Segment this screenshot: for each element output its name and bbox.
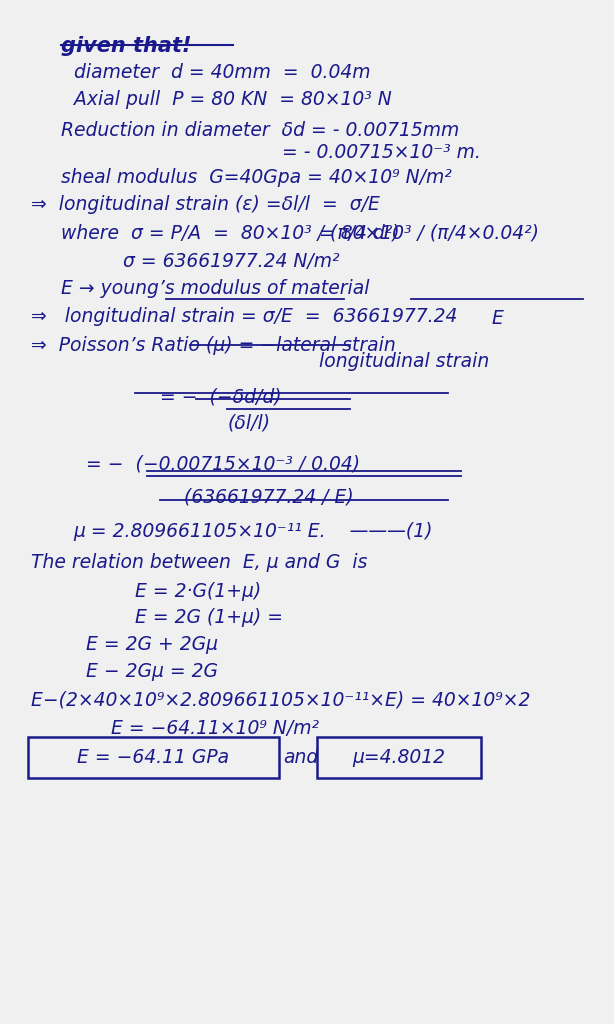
Text: μ=4.8012: μ=4.8012: [352, 749, 446, 767]
Text: where  σ = P/A  =  80×10³ / (π/4 d²): where σ = P/A = 80×10³ / (π/4 d²): [61, 223, 400, 243]
Text: and: and: [283, 749, 319, 767]
Text: ⇒   longitudinal strain = σ/E  =  63661977.24: ⇒ longitudinal strain = σ/E = 63661977.2…: [31, 307, 457, 327]
Text: The relation between  E, μ and G  is: The relation between E, μ and G is: [31, 553, 367, 572]
Text: E = 2G + 2Gμ: E = 2G + 2Gμ: [86, 635, 218, 654]
Text: E = 2G (1+μ) =: E = 2G (1+μ) =: [135, 608, 283, 628]
Text: E = 2·G(1+μ): E = 2·G(1+μ): [135, 582, 262, 601]
Text: diameter  d = 40mm  =  0.04m: diameter d = 40mm = 0.04m: [74, 63, 370, 83]
Text: given that!: given that!: [61, 36, 192, 56]
Text: Reduction in diameter  δd = - 0.00715mm: Reduction in diameter δd = - 0.00715mm: [61, 121, 460, 140]
Text: E → young’s modulus of material: E → young’s modulus of material: [61, 279, 370, 298]
Text: sheal modulus  G=40Gpa = 40×10⁹ N/m²: sheal modulus G=40Gpa = 40×10⁹ N/m²: [61, 168, 452, 187]
Text: (63661977.24 / E): (63661977.24 / E): [184, 487, 354, 507]
Text: = −  (−δd/d): = − (−δd/d): [160, 387, 281, 407]
Text: σ = 63661977.24 N/m²: σ = 63661977.24 N/m²: [123, 252, 340, 271]
Text: = - 0.00715×10⁻³ m.: = - 0.00715×10⁻³ m.: [282, 143, 481, 163]
Text: E = −64.11 GPa: E = −64.11 GPa: [77, 749, 230, 767]
Text: E: E: [491, 309, 503, 329]
Text: ⇒  Poisson’s Ratio (μ) = −lateral strain: ⇒ Poisson’s Ratio (μ) = −lateral strain: [31, 336, 395, 355]
Text: E − 2Gμ = 2G: E − 2Gμ = 2G: [86, 662, 218, 681]
Text: = 80×10³ / (π/4×0.04²): = 80×10³ / (π/4×0.04²): [319, 223, 539, 243]
Text: longitudinal strain: longitudinal strain: [319, 352, 489, 372]
Text: = −  (−0.00715×10⁻³ / 0.04): = − (−0.00715×10⁻³ / 0.04): [86, 455, 360, 474]
Text: Axial pull  P = 80 KN  = 80×10³ N: Axial pull P = 80 KN = 80×10³ N: [74, 90, 392, 110]
Text: ⇒  longitudinal strain (ε) =δl/l  =  σ/E: ⇒ longitudinal strain (ε) =δl/l = σ/E: [31, 195, 379, 214]
Text: (δl/l): (δl/l): [227, 414, 270, 433]
Text: E−(2×40×10⁹×2.809661105×10⁻¹¹×E) = 40×10⁹×2: E−(2×40×10⁹×2.809661105×10⁻¹¹×E) = 40×10…: [31, 690, 530, 710]
Text: μ = 2.809661105×10⁻¹¹ E.    ———(1): μ = 2.809661105×10⁻¹¹ E. ———(1): [74, 522, 433, 542]
Text: E = −64.11×10⁹ N/m²: E = −64.11×10⁹ N/m²: [111, 719, 319, 738]
